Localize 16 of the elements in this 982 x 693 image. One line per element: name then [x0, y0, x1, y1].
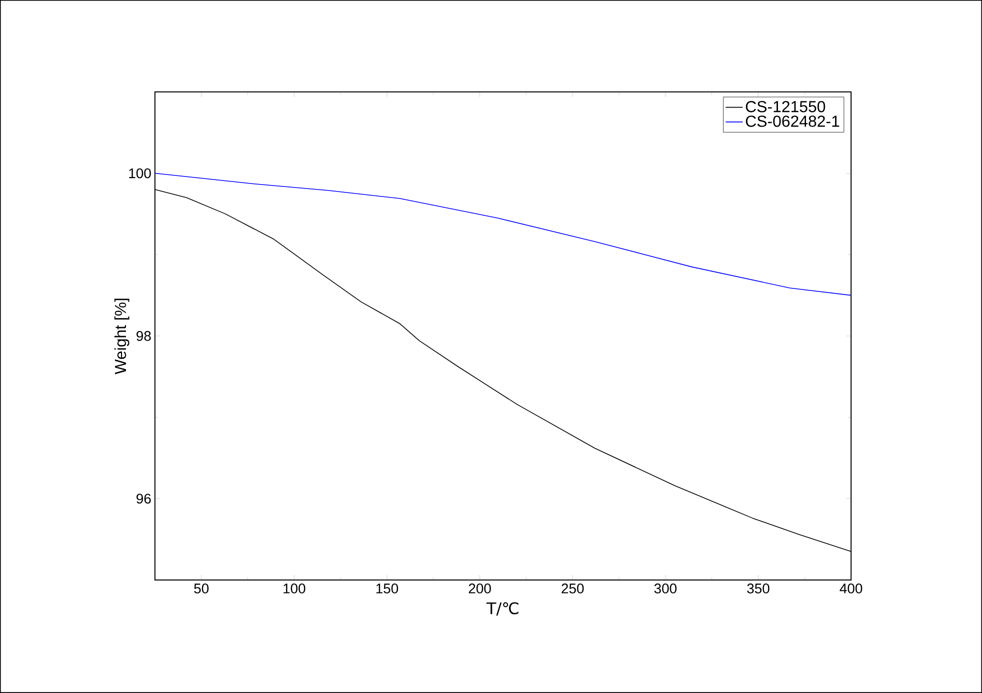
x-tick-label: 100	[284, 584, 306, 594]
y-axis-title: Weight [%]	[114, 298, 130, 374]
y-tick-label: 98	[136, 331, 151, 341]
legend-label: CS-062482-1	[746, 116, 840, 127]
x-tick-label: 200	[468, 584, 491, 594]
x-tick-label: 300	[654, 584, 677, 594]
x-tick-label: 150	[376, 584, 398, 594]
line-series	[154, 172, 852, 296]
y-tick-label: 100	[129, 168, 151, 178]
x-axis-title: T/℃	[486, 602, 518, 616]
x-tick-label: 400	[840, 584, 862, 594]
x-tick-label: 250	[562, 584, 584, 594]
legend-label: CS-121550	[746, 101, 826, 112]
y-tick-label: 96	[136, 494, 151, 504]
x-tick-label: 350	[747, 584, 770, 594]
x-tick-label: 50	[194, 584, 209, 594]
